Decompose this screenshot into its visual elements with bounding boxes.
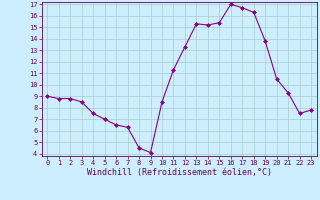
X-axis label: Windchill (Refroidissement éolien,°C): Windchill (Refroidissement éolien,°C) [87,168,272,177]
